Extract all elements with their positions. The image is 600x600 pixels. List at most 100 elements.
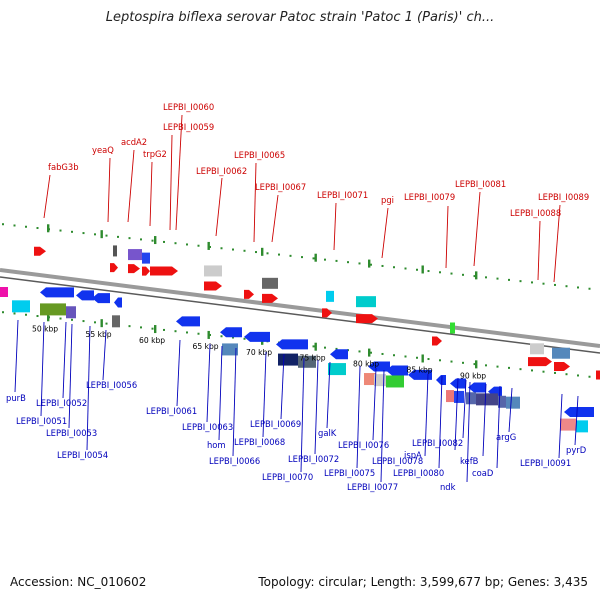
ruler-dot <box>381 352 384 355</box>
gene-label-bottom: LEPBI_I0063 <box>182 422 233 432</box>
ruler-dot <box>450 360 453 363</box>
gene-label-bottom: LEPBI_I0070 <box>262 472 313 482</box>
ruler-dot <box>289 254 292 257</box>
major-tick-top <box>261 247 264 256</box>
gene-label-top: LEPBI_I0079 <box>404 192 455 202</box>
bottom-label-leader <box>314 359 319 455</box>
gene-label-top: LEPBI_I0071 <box>317 190 368 200</box>
ruler-dot <box>324 346 326 349</box>
ruler-dot <box>393 266 395 269</box>
ruler-dot <box>588 287 591 290</box>
gene-label-bottom: galK <box>318 428 337 438</box>
gene-block <box>326 290 334 302</box>
major-tick-bottom <box>154 325 157 334</box>
ruler-dot <box>71 230 73 233</box>
bottom-label-leader <box>482 383 487 457</box>
major-tick-bottom <box>207 330 210 339</box>
forward-gene <box>322 308 332 318</box>
ruler-dot <box>531 281 533 284</box>
ruler-dot <box>25 225 27 228</box>
gene-block <box>476 393 498 406</box>
ruler-dot <box>404 267 407 270</box>
gene-block <box>576 420 588 433</box>
gene-block <box>113 245 117 257</box>
top-label-leader <box>43 174 51 219</box>
gene-label-top: LEPBI_I0059 <box>163 122 214 132</box>
gene-block <box>204 265 222 277</box>
reverse-gene <box>330 349 348 360</box>
forward-gene <box>244 289 254 299</box>
ruler-dot <box>117 235 119 238</box>
bottom-label-leader <box>300 357 305 473</box>
scale-tick-label: 50 kbp <box>32 324 58 333</box>
gene-label-bottom: kefB <box>460 456 479 466</box>
ruler-dot <box>519 280 522 283</box>
gene-block <box>128 249 142 261</box>
ruler-dot <box>255 251 257 254</box>
ruler-dot <box>71 318 73 321</box>
bottom-label-leader <box>558 393 563 459</box>
ruler-dot <box>105 322 108 325</box>
forward-gene <box>262 293 278 303</box>
ruler-dot <box>473 275 476 278</box>
major-tick-top <box>207 241 210 250</box>
bottom-label-leader <box>232 347 237 457</box>
bottom-label-leader <box>508 387 513 433</box>
ruler-dot <box>186 243 188 246</box>
gene-features <box>0 245 600 433</box>
gene-block <box>12 300 30 313</box>
top-label-leader <box>127 149 135 223</box>
bottom-label-leader <box>218 345 223 441</box>
top-label-leader <box>271 194 279 243</box>
gene-label-top: yeaQ <box>92 145 114 155</box>
gene-label-top: LEPBI_I0088 <box>510 208 561 218</box>
scale-tick-label: 65 kbp <box>193 342 219 351</box>
reverse-gene <box>220 327 242 338</box>
ruler-dot <box>151 239 154 242</box>
gene-block <box>506 396 520 409</box>
ruler-dot <box>312 345 315 348</box>
ruler-dot <box>220 247 223 250</box>
top-label-leader <box>537 220 541 281</box>
bottom-label-leader <box>68 323 73 429</box>
ruler-dot <box>427 358 430 361</box>
reverse-gene <box>368 361 390 372</box>
ruler-dot <box>163 240 165 243</box>
ruler-dot <box>312 257 315 260</box>
ruler-dot <box>94 233 96 236</box>
gene-block <box>262 277 278 289</box>
gene-label-bottom: LEPBI_I0053 <box>46 428 97 438</box>
bottom-label-leader <box>438 375 443 469</box>
bottom-label-leader <box>380 369 385 483</box>
forward-gene <box>528 357 552 367</box>
ruler-dot <box>2 223 4 226</box>
forward-gene <box>34 246 46 256</box>
forward-gene <box>432 336 442 346</box>
ruler-dot <box>197 332 200 335</box>
reverse-gene <box>76 290 94 301</box>
gene-label-bottom: pyrD <box>566 445 586 455</box>
ruler-dot <box>232 248 234 251</box>
gene-block <box>466 392 476 405</box>
ruler-dot <box>519 368 522 371</box>
gene-block <box>222 343 238 356</box>
ruler-dot <box>105 234 108 237</box>
major-tick-top <box>47 224 50 233</box>
gene-label-top: acdA2 <box>121 137 147 147</box>
gene-label-bottom: LEPBI_I0072 <box>288 454 339 464</box>
gene-label-bottom: LEPBI_I0061 <box>146 406 197 416</box>
gene-label-top: LEPBI_I0065 <box>234 150 285 160</box>
reverse-gene <box>408 369 432 380</box>
gene-label-bottom: hom <box>207 440 226 450</box>
ruler-dot <box>462 361 464 364</box>
ruler-dot <box>209 333 211 336</box>
gene-block <box>386 375 404 388</box>
top-label-leader <box>107 157 111 223</box>
ruler-dot <box>393 354 395 357</box>
gene-block <box>40 303 66 316</box>
ruler-dot <box>577 286 579 289</box>
gene-label-top: LEPBI_I0089 <box>538 192 589 202</box>
ruler-dot <box>439 271 441 274</box>
top-label-leader <box>149 161 153 227</box>
gene-label-top: pgi <box>381 195 394 205</box>
